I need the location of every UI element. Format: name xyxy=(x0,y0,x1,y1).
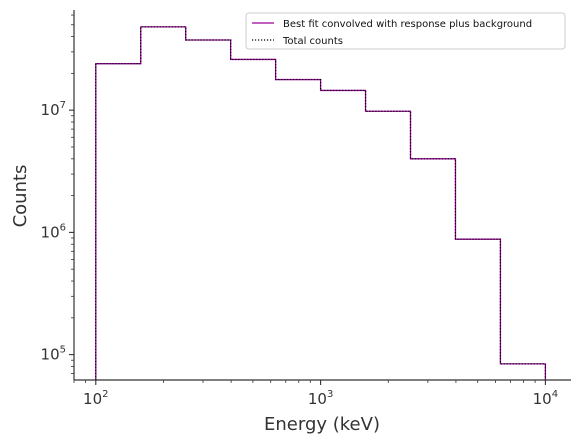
legend-label-total-counts: Total counts xyxy=(282,36,343,47)
x-tick-label: 102 xyxy=(83,389,108,408)
y-tick-label: 105 xyxy=(41,345,66,364)
x-tick-label: 104 xyxy=(533,389,558,408)
y-axis-label: Counts xyxy=(10,165,31,228)
legend-label-best-fit: Best fit convolved with response plus ba… xyxy=(283,19,532,30)
y-tick-label: 107 xyxy=(41,100,66,119)
legend: Best fit convolved with response plus ba… xyxy=(245,12,566,50)
x-axis-label: Energy (keV) xyxy=(264,414,380,435)
x-ticks: 102 103 104 xyxy=(73,380,558,408)
y-ticks: 105 106 107 xyxy=(41,14,74,374)
plot-series xyxy=(95,26,547,380)
legend-frame xyxy=(245,12,566,50)
series-line-total-counts xyxy=(95,26,546,380)
axes xyxy=(73,10,571,381)
x-tick-label: 103 xyxy=(308,389,333,408)
y-tick-label: 106 xyxy=(41,222,66,241)
